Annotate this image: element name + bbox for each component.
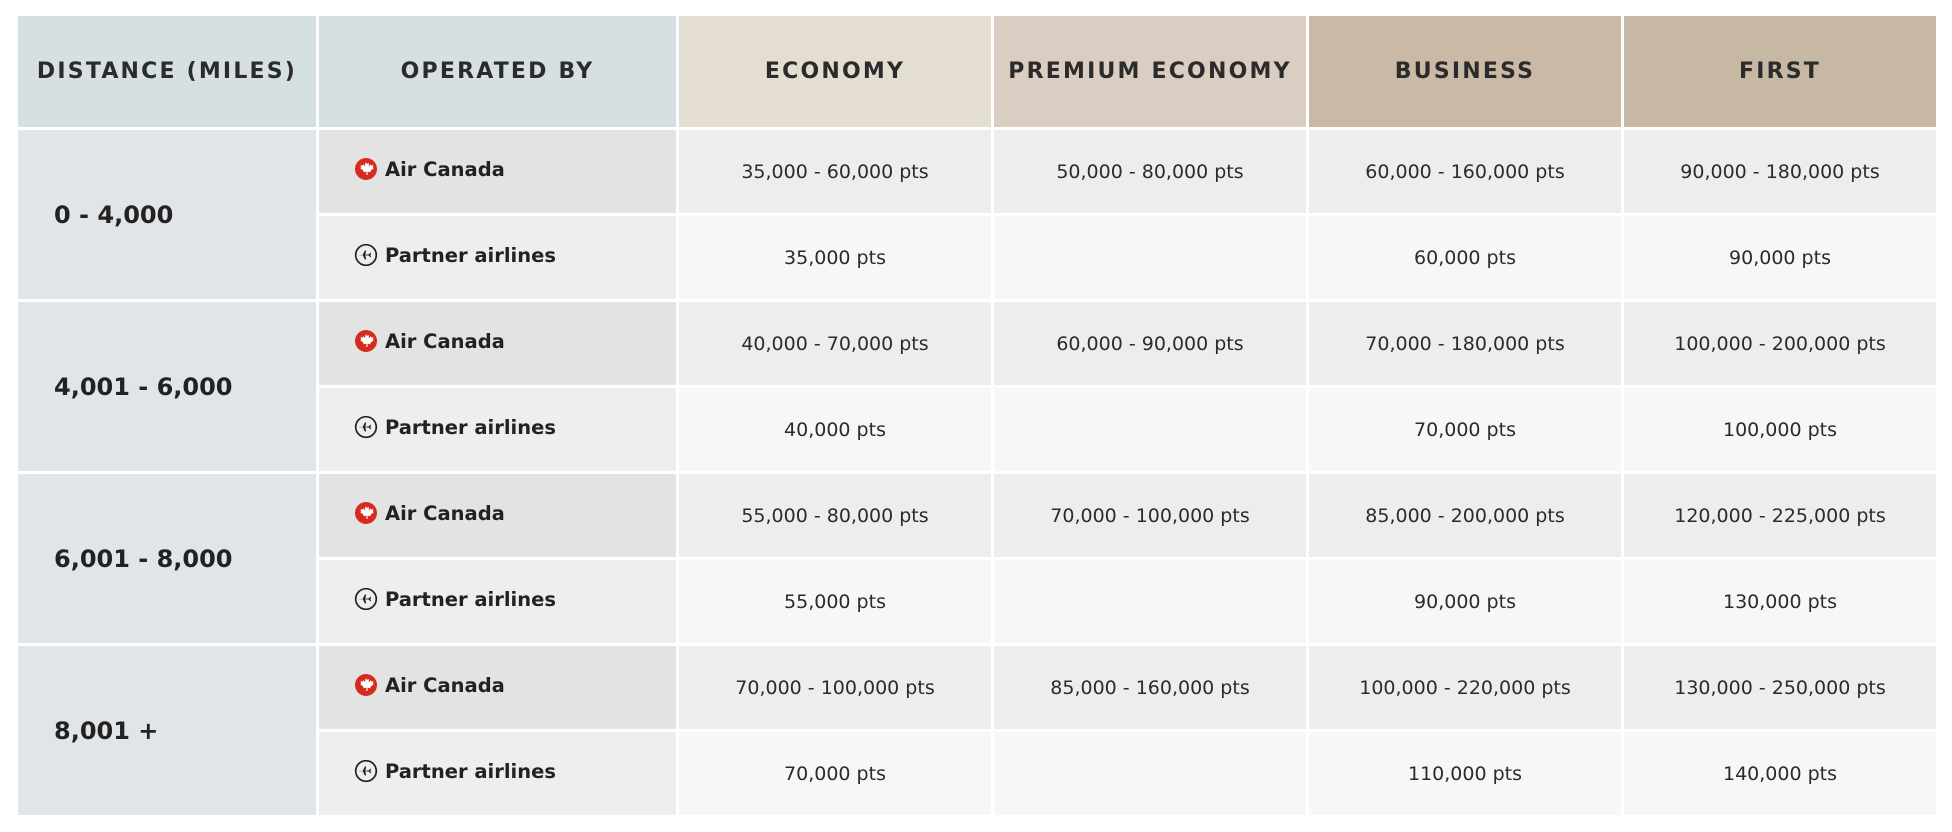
- premium-economy-points-cell: 70,000 - 100,000 pts: [994, 474, 1306, 557]
- table-row: Partner airlines 70,000 pts 110,000 pts 140…: [18, 732, 1936, 815]
- economy-column-header: ECONOMY: [679, 16, 991, 127]
- business-column-header: BUSINESS: [1309, 16, 1621, 127]
- operator-partner-airlines: Partner airlines: [319, 732, 676, 815]
- operator-label: Partner airlines: [385, 243, 556, 267]
- business-points-cell: 110,000 pts: [1309, 732, 1621, 815]
- premium-economy-points-cell: [994, 732, 1306, 815]
- table-row: Partner airlines 35,000 pts 60,000 pts 90,0…: [18, 216, 1936, 299]
- maple-leaf-icon: [354, 157, 378, 181]
- economy-points-cell: 40,000 pts: [679, 388, 991, 471]
- distance-column-header: DISTANCE (MILES): [18, 16, 316, 127]
- table-row: 4,001 - 6,000 Air Canada 40,000 - 70,000 p…: [18, 302, 1936, 471]
- operator-air-canada: Air Canada: [319, 130, 676, 213]
- first-points-cell: 130,000 - 250,000 pts: [1624, 646, 1936, 729]
- award-chart-table: DISTANCE (MILES) OPERATED BY ECONOMY PRE…: [15, 13, 1939, 818]
- distance-band-label: 0 - 4,000: [18, 130, 316, 299]
- business-points-cell: 60,000 pts: [1309, 216, 1621, 299]
- table-row: Partner airlines 55,000 pts 90,000 pts 130,…: [18, 560, 1936, 643]
- first-points-cell: 120,000 - 225,000 pts: [1624, 474, 1936, 557]
- economy-points-cell: 40,000 - 70,000 pts: [679, 302, 991, 385]
- premium-economy-points-cell: [994, 560, 1306, 643]
- business-points-cell: 70,000 pts: [1309, 388, 1621, 471]
- business-points-cell: 60,000 - 160,000 pts: [1309, 130, 1621, 213]
- operator-air-canada: Air Canada: [319, 474, 676, 557]
- operator-air-canada: Air Canada: [319, 646, 676, 729]
- business-points-cell: 70,000 - 180,000 pts: [1309, 302, 1621, 385]
- header-row: DISTANCE (MILES) OPERATED BY ECONOMY PRE…: [18, 16, 1936, 127]
- distance-band-label: 4,001 - 6,000: [18, 302, 316, 471]
- operator-partner-airlines: Partner airlines: [319, 560, 676, 643]
- maple-leaf-icon: [354, 501, 378, 525]
- operator-label: Air Canada: [385, 157, 505, 181]
- operator-label: Air Canada: [385, 673, 505, 697]
- airplane-circle-icon: [354, 243, 378, 267]
- operator-label: Partner airlines: [385, 415, 556, 439]
- first-column-header: FIRST: [1624, 16, 1936, 127]
- economy-points-cell: 35,000 - 60,000 pts: [679, 130, 991, 213]
- economy-points-cell: 70,000 - 100,000 pts: [679, 646, 991, 729]
- operated-by-column-header: OPERATED BY: [319, 16, 676, 127]
- first-points-cell: 100,000 pts: [1624, 388, 1936, 471]
- economy-points-cell: 35,000 pts: [679, 216, 991, 299]
- first-points-cell: 140,000 pts: [1624, 732, 1936, 815]
- first-points-cell: 100,000 - 200,000 pts: [1624, 302, 1936, 385]
- award-chart: DISTANCE (MILES) OPERATED BY ECONOMY PRE…: [18, 16, 1936, 815]
- business-points-cell: 100,000 - 220,000 pts: [1309, 646, 1621, 729]
- airplane-circle-icon: [354, 415, 378, 439]
- table-row: Partner airlines 40,000 pts 70,000 pts 100,…: [18, 388, 1936, 471]
- distance-band-label: 6,001 - 8,000: [18, 474, 316, 643]
- operator-label: Partner airlines: [385, 587, 556, 611]
- economy-points-cell: 55,000 - 80,000 pts: [679, 474, 991, 557]
- premium-economy-points-cell: 50,000 - 80,000 pts: [994, 130, 1306, 213]
- premium-economy-points-cell: 85,000 - 160,000 pts: [994, 646, 1306, 729]
- table-row: 0 - 4,000 Air Canada 35,000 - 60,000 pts 50…: [18, 130, 1936, 299]
- airplane-circle-icon: [354, 759, 378, 783]
- operator-partner-airlines: Partner airlines: [319, 216, 676, 299]
- maple-leaf-icon: [354, 673, 378, 697]
- operator-label: Partner airlines: [385, 759, 556, 783]
- operator-partner-airlines: Partner airlines: [319, 388, 676, 471]
- operator-label: Air Canada: [385, 501, 505, 525]
- first-points-cell: 90,000 pts: [1624, 216, 1936, 299]
- distance-band-label: 8,001 +: [18, 646, 316, 815]
- maple-leaf-icon: [354, 329, 378, 353]
- economy-points-cell: 70,000 pts: [679, 732, 991, 815]
- operator-air-canada: Air Canada: [319, 302, 676, 385]
- business-points-cell: 90,000 pts: [1309, 560, 1621, 643]
- first-points-cell: 90,000 - 180,000 pts: [1624, 130, 1936, 213]
- table-row: 6,001 - 8,000 Air Canada 55,000 - 80,000 p…: [18, 474, 1936, 643]
- operator-label: Air Canada: [385, 329, 505, 353]
- premium-economy-points-cell: [994, 216, 1306, 299]
- premium-economy-column-header: PREMIUM ECONOMY: [994, 16, 1306, 127]
- airplane-circle-icon: [354, 587, 378, 611]
- business-points-cell: 85,000 - 200,000 pts: [1309, 474, 1621, 557]
- table-row: 8,001 + Air Canada 70,000 - 100,000 pts 85,…: [18, 646, 1936, 815]
- premium-economy-points-cell: 60,000 - 90,000 pts: [994, 302, 1306, 385]
- first-points-cell: 130,000 pts: [1624, 560, 1936, 643]
- premium-economy-points-cell: [994, 388, 1306, 471]
- economy-points-cell: 55,000 pts: [679, 560, 991, 643]
